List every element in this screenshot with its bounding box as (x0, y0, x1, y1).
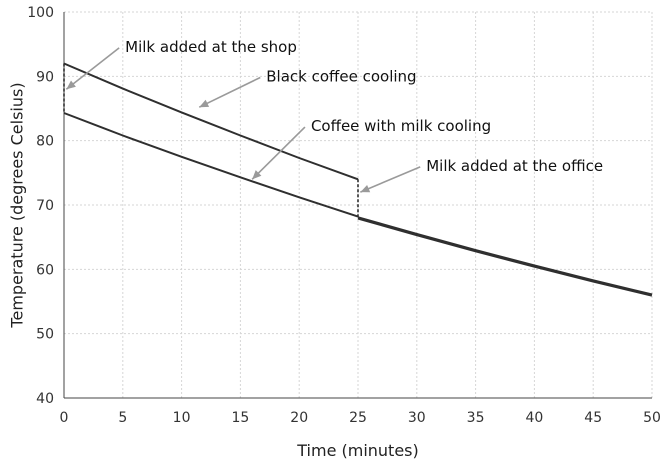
annotation-arrow (198, 76, 261, 108)
arrow-head-icon (360, 185, 371, 193)
series-lines (63, 62, 653, 297)
y-tick-label: 50 (36, 327, 54, 343)
milk-drops (63, 63, 359, 218)
x-tick-label: 50 (643, 410, 661, 426)
annotation-arrow (360, 166, 421, 193)
series-line-milk-office (357, 216, 653, 297)
annotation-label: Coffee with milk cooling (311, 117, 491, 135)
annotations: Milk added at the shop Black coffee cooli… (65, 38, 603, 193)
y-tick-labels: 40 50 60 70 80 90 100 (27, 5, 54, 407)
x-tick-label: 30 (408, 410, 426, 426)
annotation-label: Milk added at the office (426, 157, 603, 175)
y-tick-label: 100 (27, 5, 54, 21)
arrow-head-icon (252, 170, 262, 180)
series-line-black (63, 62, 359, 181)
arrow-head-icon (199, 99, 210, 108)
x-tick-label: 20 (290, 410, 308, 426)
x-tick-labels: 0 5 10 15 20 25 30 35 40 45 50 (60, 410, 661, 426)
x-tick-label: 5 (118, 410, 127, 426)
y-tick-label: 60 (36, 262, 54, 278)
x-tick-label: 0 (60, 410, 69, 426)
annotation-arrow (65, 47, 120, 90)
x-tick-label: 35 (467, 410, 485, 426)
annotation-arrow (251, 126, 306, 180)
arrow-head-icon (66, 80, 76, 90)
y-tick-label: 90 (36, 69, 54, 85)
y-tick-label: 40 (36, 391, 54, 407)
x-axis-title: Time (minutes) (296, 441, 419, 460)
x-tick-label: 25 (349, 410, 367, 426)
x-tick-label: 10 (173, 410, 191, 426)
y-axis-title: Temperature (degrees Celsius) (8, 82, 27, 328)
annotation-label: Black coffee cooling (266, 67, 416, 85)
y-tick-label: 80 (36, 134, 54, 150)
x-tick-label: 45 (584, 410, 602, 426)
annotation-label: Milk added at the shop (125, 38, 297, 56)
series-line-milk-shop (63, 112, 359, 218)
x-tick-label: 15 (231, 410, 249, 426)
x-tick-label: 40 (525, 410, 543, 426)
y-tick-label: 70 (36, 198, 54, 214)
